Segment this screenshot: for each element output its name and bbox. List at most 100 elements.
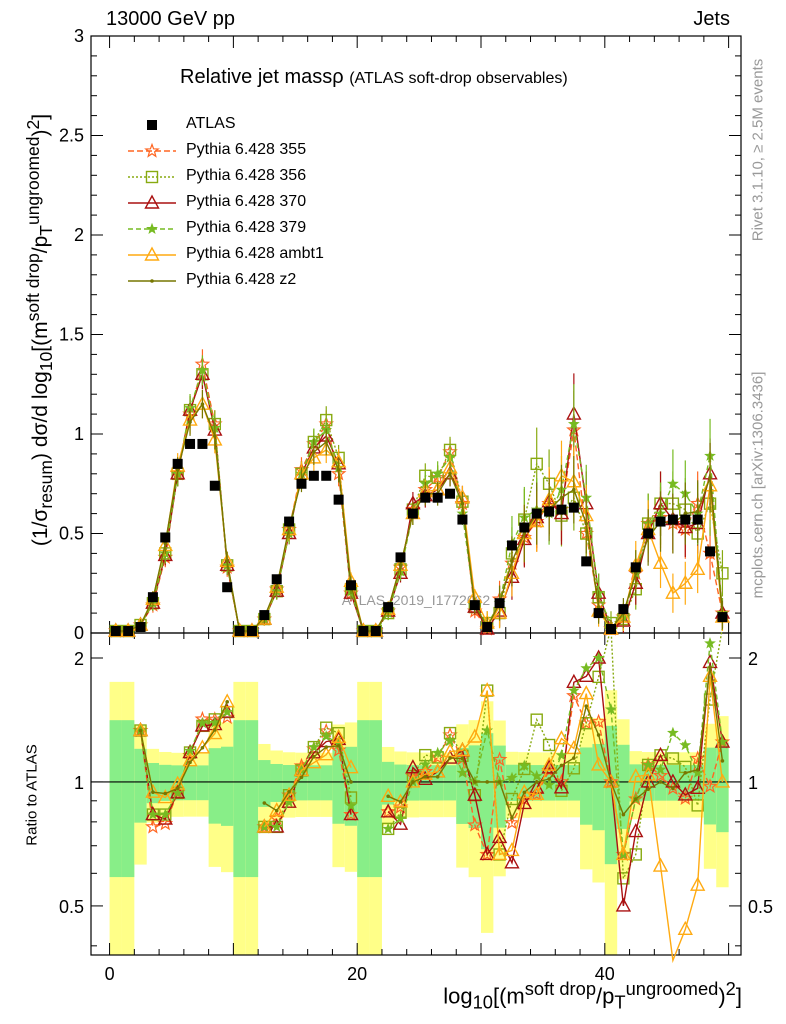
- series-ratio-point: [510, 816, 514, 820]
- series-point: [448, 472, 452, 476]
- series-ratio-point: [287, 790, 291, 794]
- series-ratio-point: [467, 728, 483, 743]
- series-ratio-point: [171, 786, 184, 798]
- series-ratio-point: [194, 739, 211, 754]
- series-ratio-point: [621, 812, 626, 817]
- series-ratio-line: [387, 656, 724, 907]
- series-ratio-point: [530, 713, 543, 726]
- series-ratio-point: [689, 876, 706, 891]
- plot-title-main: Relative jet massρ: [180, 66, 344, 88]
- series-ratio-point: [256, 818, 273, 834]
- series-ratio-point: [609, 780, 613, 784]
- series-point: [200, 402, 205, 406]
- series-point: [196, 364, 209, 376]
- series-point: [596, 605, 601, 609]
- series-point: [572, 487, 576, 492]
- ratio-band-inner: [394, 764, 407, 802]
- x-tick-label: 40: [595, 964, 615, 984]
- rivet-version-label: Rivet 3.1.10, ≥ 2.5M events: [749, 58, 767, 242]
- series-ratio-point: [658, 780, 663, 784]
- series-ratio-point: [677, 786, 693, 801]
- data-point: [630, 562, 641, 573]
- series-ratio-point: [572, 756, 576, 760]
- data-point: [147, 592, 158, 603]
- data-point: [655, 516, 666, 527]
- series-ratio-point: [307, 740, 320, 753]
- series-ratio-point: [460, 756, 465, 761]
- tick-labels: 0 20 40 0 0.5 1 1.5 2 2.5 3 0.5 0.5 1 1 2 2: [59, 26, 773, 984]
- data-point: [135, 622, 146, 633]
- series-ratio-point: [336, 744, 341, 748]
- x-axis-label: log10[(msoft drop/pTungroomed)2]: [443, 978, 742, 1013]
- ratio-tick-label: 0.5: [748, 897, 773, 917]
- series-ratio-point: [516, 783, 533, 799]
- series-ratio-point: [529, 785, 545, 800]
- series-ratio-point: [467, 786, 483, 801]
- data-point: [185, 438, 196, 449]
- series-ratio-point: [394, 812, 407, 824]
- series-ratio-point: [592, 670, 605, 684]
- ratio-tick-label: 0.5: [59, 897, 84, 917]
- ratio-band-inner: [196, 765, 209, 801]
- series-ratio-point: [640, 773, 656, 788]
- analysis-watermark: ATLAS_2019_I1772062: [342, 592, 491, 608]
- data-point: [457, 514, 468, 525]
- series-ratio-point: [448, 756, 452, 760]
- series-ratio-line: [263, 745, 352, 812]
- data-atlas: [110, 438, 728, 637]
- series-ratio-point: [542, 738, 556, 752]
- ratio-band-inner: [183, 765, 197, 801]
- series-ratio-point: [382, 822, 394, 834]
- series-ratio-point: [679, 738, 692, 751]
- legend-symbol: [128, 279, 176, 283]
- x-tick-label: 20: [347, 964, 367, 984]
- ratio-band-inner: [320, 765, 333, 801]
- data-point: [667, 514, 678, 525]
- ratio-band-inner: [592, 743, 605, 831]
- series-ratio-point: [567, 762, 581, 775]
- series-ratio-point: [132, 722, 149, 737]
- series-ratio-point: [182, 744, 198, 759]
- legend-marker: [150, 279, 154, 283]
- data-point: [284, 516, 295, 527]
- ratio-band-inner: [369, 720, 382, 878]
- series-ratio-point: [691, 766, 704, 778]
- data-point: [432, 492, 443, 503]
- process-label: 13000 GeV pp: [106, 8, 235, 30]
- legend-label: Pythia 6.428 370: [186, 193, 307, 210]
- series-ratio-point: [491, 828, 508, 844]
- ratio-band-inner: [233, 720, 246, 878]
- data-point: [395, 552, 406, 563]
- series-ratio-point: [405, 759, 421, 774]
- series-point: [567, 417, 580, 430]
- series-ratio-point: [646, 787, 650, 792]
- series-ratio-point: [590, 713, 607, 729]
- ratio-band-inner: [580, 747, 593, 825]
- series-point: [460, 501, 465, 506]
- series-ratio-point: [547, 777, 551, 781]
- series-ratio-point: [431, 746, 444, 758]
- series-ratio-point: [456, 766, 469, 778]
- series-ratio-point: [553, 779, 570, 794]
- ratio-axis-label: Ratio to ATLAS: [23, 744, 41, 846]
- series-ratio-point: [380, 803, 396, 818]
- ratio-band-inner: [567, 765, 581, 801]
- series-ratio-point: [497, 780, 502, 784]
- data-point: [209, 480, 220, 491]
- series-ratio-point: [151, 790, 155, 794]
- y-tick-label: 2: [74, 225, 84, 245]
- series-ratio-point: [504, 841, 520, 857]
- mcplots-label: mcplots.cern.ch [arXiv:1306.3436]: [749, 371, 767, 599]
- series-ratio-point: [200, 745, 205, 750]
- series-ratio-point: [683, 770, 688, 775]
- series-point: [175, 468, 180, 472]
- series-ratio-point: [194, 717, 211, 732]
- series-ratio-point: [207, 725, 223, 740]
- series-ratio-point: [553, 730, 570, 745]
- series-ratio-point: [628, 823, 644, 838]
- series-ratio-point: [320, 730, 333, 742]
- series-ratio-point: [429, 749, 446, 765]
- y-tick-label: 0: [74, 623, 84, 643]
- data-point: [680, 514, 691, 525]
- data-point: [222, 582, 233, 593]
